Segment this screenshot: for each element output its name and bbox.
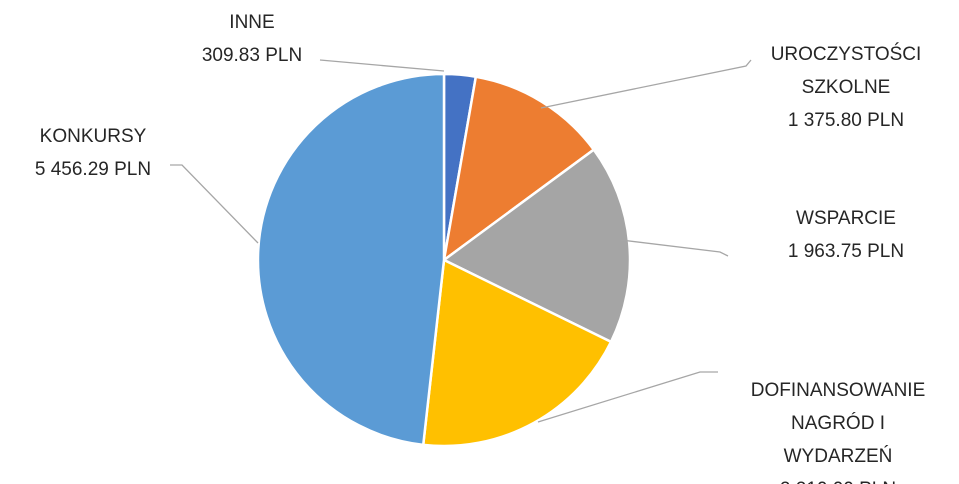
pie-slice-uroczystosci	[442, 75, 596, 262]
leader-line-dofinansowanie	[537, 371, 718, 423]
data-label-line: DOFINANSOWANIE	[751, 380, 926, 401]
data-label-dofinansowanie: DOFINANSOWANIE NAGRÓD I WYDARZEŃ 2 210.00 P…	[751, 380, 926, 484]
leader-line-inne	[319, 59, 445, 72]
data-label-line: 1 375.80 PLN	[788, 110, 904, 131]
data-label-konkursy: KONKURSY 5 456.29 PLN	[35, 126, 151, 180]
data-label-line: UROCZYSTOŚCI	[771, 43, 922, 65]
data-label-line: INNE	[229, 12, 274, 33]
leader-line-wsparcie	[620, 239, 729, 257]
data-label-line: KONKURSY	[40, 126, 147, 147]
pie-slice-konkursy	[256, 72, 446, 447]
data-label-line: 309.83 PLN	[202, 45, 302, 66]
pie-slice-dofinansowanie	[421, 258, 613, 448]
data-label-line: 1 963.75 PLN	[788, 241, 904, 262]
data-label-inne: INNE 309.83 PLN	[202, 12, 302, 66]
data-label-line: 2 210.00 PLN	[780, 479, 896, 484]
data-label-line: WYDARZEŃ	[784, 446, 893, 467]
leader-line-konkursy	[170, 164, 259, 244]
pie-slices	[256, 72, 632, 448]
data-label-line: NAGRÓD I	[791, 412, 885, 434]
data-label-wsparcie: WSPARCIE 1 963.75 PLN	[788, 208, 904, 262]
data-label-uroczystosci: UROCZYSTOŚCI SZKOLNE 1 375.80 PLN	[771, 43, 922, 131]
data-label-line: WSPARCIE	[796, 208, 896, 229]
data-label-line: 5 456.29 PLN	[35, 159, 151, 180]
pie-slice-wsparcie	[442, 148, 632, 344]
leader-lines	[170, 59, 752, 423]
data-label-line: SZKOLNE	[802, 77, 891, 98]
data-labels: INNE 309.83 PLN UROCZYSTOŚCI SZKOLNE 1 375.8…	[35, 12, 925, 484]
leader-line-uroczystosci	[540, 59, 752, 109]
